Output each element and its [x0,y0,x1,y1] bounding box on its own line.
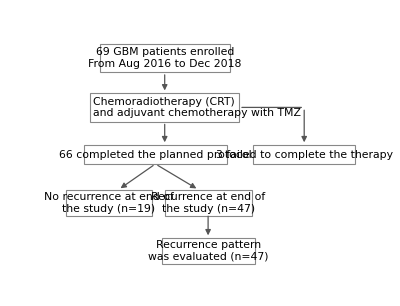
Text: Chemoradiotherapy (CRT)
and adjuvant chemotherapy with TMZ: Chemoradiotherapy (CRT) and adjuvant che… [94,97,302,118]
FancyBboxPatch shape [100,44,230,72]
FancyBboxPatch shape [84,145,227,164]
FancyBboxPatch shape [90,93,239,121]
Text: Recurrence pattern
was evaluated (n=47): Recurrence pattern was evaluated (n=47) [148,240,268,262]
Text: 66 completed the planned protocol: 66 completed the planned protocol [59,150,252,159]
Text: Recurrence at end of
the study (n=47): Recurrence at end of the study (n=47) [151,192,265,214]
Text: No recurrence at end of
the study (n=19): No recurrence at end of the study (n=19) [44,192,174,214]
FancyBboxPatch shape [165,190,252,216]
Text: 69 GBM patients enrolled
From Aug 2016 to Dec 2018: 69 GBM patients enrolled From Aug 2016 t… [88,47,241,69]
Text: 3 failed to complete the therapy: 3 failed to complete the therapy [216,150,393,159]
FancyBboxPatch shape [253,145,355,164]
FancyBboxPatch shape [162,238,254,264]
FancyBboxPatch shape [66,190,152,216]
